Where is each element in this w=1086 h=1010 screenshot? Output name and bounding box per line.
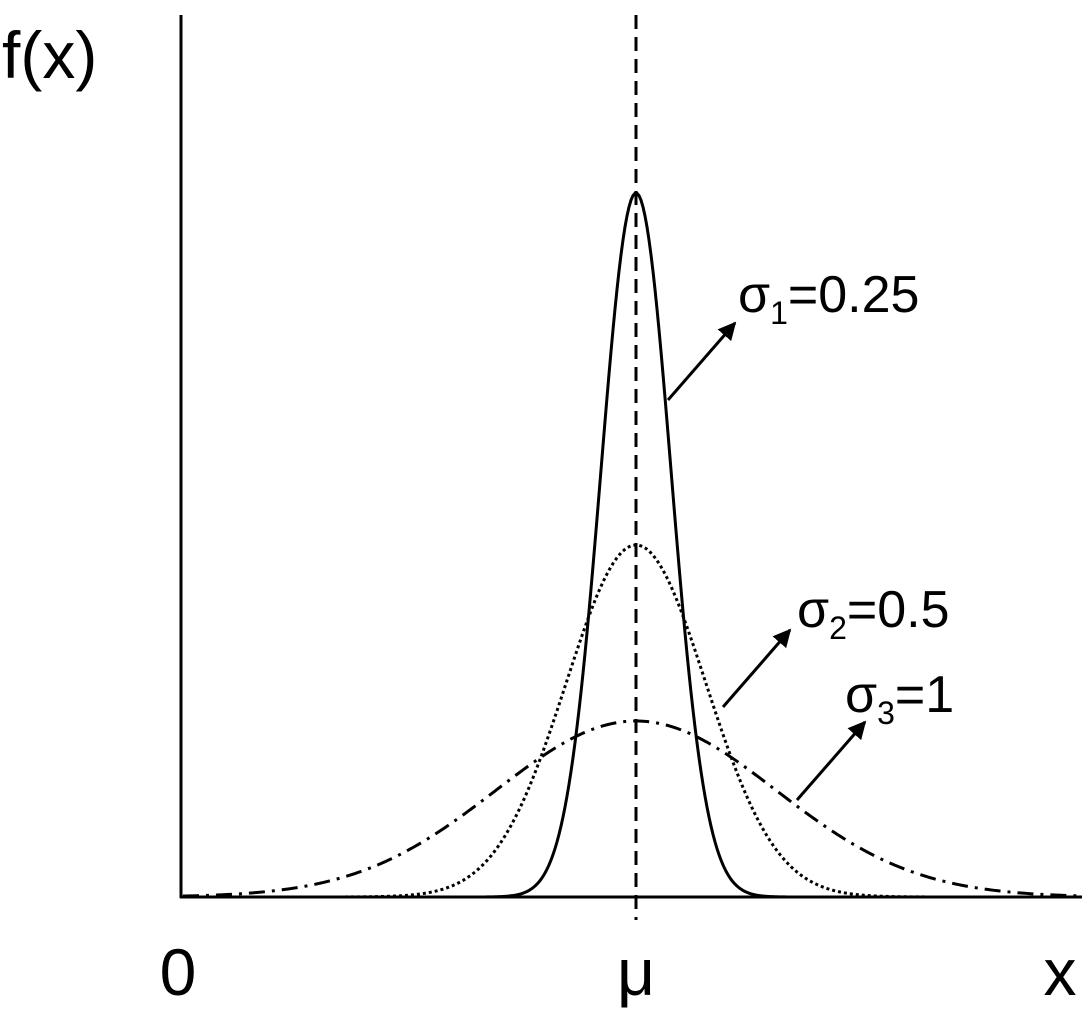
label-symbol: σ: [845, 666, 877, 724]
label-sigma: 0.25: [818, 266, 919, 324]
curve-label: σ1=0.25: [738, 266, 919, 331]
label-subscript: 3: [877, 695, 895, 731]
y-axis-label: f(x): [2, 18, 97, 92]
label-equals: =: [788, 266, 818, 324]
x-axis-label: x: [1044, 935, 1077, 1009]
label-equals: =: [895, 666, 925, 724]
label-symbol: σ: [797, 581, 829, 639]
label-equals: =: [847, 581, 877, 639]
label-arrow: [795, 720, 867, 801]
curve-label: σ3=1: [845, 666, 954, 731]
density-curve: [182, 719, 1078, 898]
label-subscript: 1: [770, 295, 788, 331]
label-arrow: [666, 321, 737, 401]
label-sigma: 0.5: [877, 581, 949, 639]
density-curve: [183, 543, 1077, 899]
mean-label: μ: [617, 935, 655, 1009]
curve-label: σ2=0.5: [797, 581, 950, 646]
label-arrow: [721, 628, 792, 708]
origin-label: 0: [160, 935, 197, 1009]
label-subscript: 2: [829, 610, 847, 646]
label-sigma: 1: [925, 666, 954, 724]
label-symbol: σ: [738, 266, 770, 324]
